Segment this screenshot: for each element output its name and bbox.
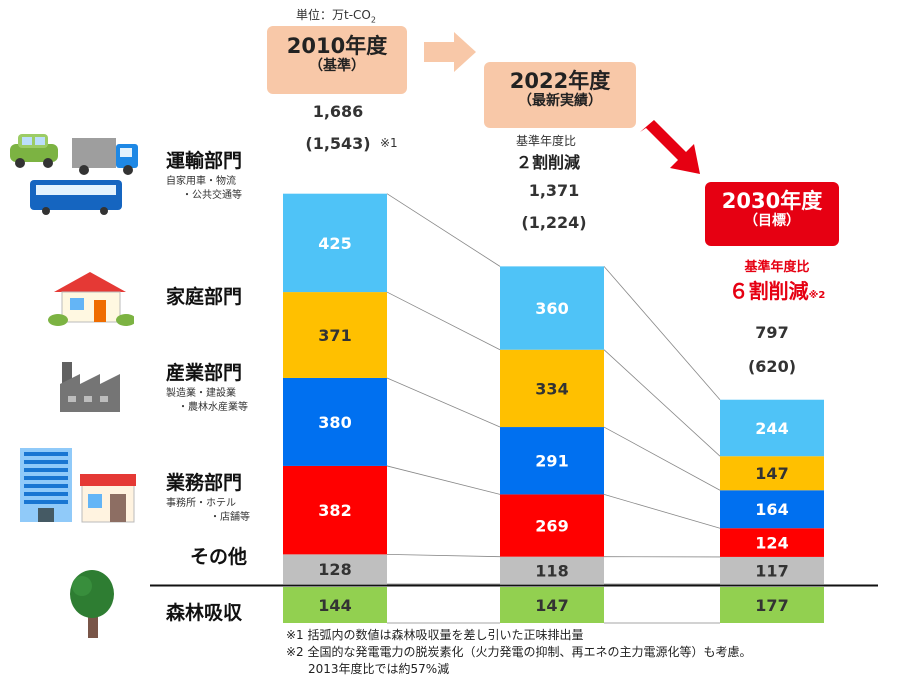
connector-line	[386, 193, 501, 267]
bar-label-5-1: 118	[535, 561, 568, 580]
total-2010-gross: 1,686	[312, 102, 364, 121]
bar-4-0	[283, 465, 387, 555]
bar-label-1-0: 425	[318, 234, 351, 253]
connector-line	[386, 465, 501, 495]
sector-other-label: その他	[190, 546, 248, 568]
bar-label-2-0: 371	[318, 326, 351, 345]
sector-industry-sub2: ・農林水産業等	[178, 401, 248, 413]
connector-line	[386, 553, 501, 558]
note-2: ※2 全国的な発電電力の脱炭素化（火力発電の抑制、再エネの主力電源化等）も考慮。	[286, 645, 752, 659]
arrow-down-right-icon	[640, 120, 700, 174]
bar-label-3-1: 291	[535, 452, 568, 471]
sector-business-sub2: ・店舗等	[210, 511, 250, 523]
sector-industry-label: 産業部門	[166, 362, 243, 384]
total-2022-gross: 1,371	[528, 181, 580, 200]
reduction-2022-line2: ２割削減	[516, 153, 581, 172]
header-2022: 2022年度 （最新実績）	[484, 62, 636, 128]
reduction-2030: 基準年度比 ６割削減※2	[712, 256, 842, 304]
sector-business-label: 業務部門	[166, 472, 243, 494]
connector-line	[603, 426, 721, 491]
sector-transport-sub2: ・公共交通等	[182, 189, 242, 201]
unit-label: 単位：万t-CO2	[296, 8, 376, 25]
bar-3-0	[283, 377, 387, 466]
reduction-2022-line1: 基準年度比	[516, 134, 577, 148]
factory-icon	[60, 362, 120, 412]
note-1: ※1 括弧内の数値は森林吸収量を差し引いた正味排出量	[286, 628, 584, 642]
total-2022-net: (1,224)	[521, 213, 587, 232]
header-2010: 2010年度 （基準）	[267, 26, 407, 94]
bar-3-2	[720, 490, 824, 529]
header-2010-title: 2010年度	[286, 34, 388, 58]
reduction-2022: 基準年度比 ２割削減	[516, 132, 616, 173]
sector-forest-label: 森林吸収	[166, 602, 243, 624]
connector-line	[603, 494, 721, 529]
bar-label-forest-0: 144	[318, 596, 351, 615]
bar-forest-0	[283, 587, 387, 623]
total-2030-net: (620)	[747, 357, 797, 376]
total-2010-net: (1,543)	[305, 134, 371, 153]
header-2022-sub: （最新実績）	[518, 93, 602, 110]
bar-label-3-2: 164	[755, 500, 788, 519]
bar-label-2-1: 334	[535, 379, 568, 398]
bar-label-1-1: 360	[535, 299, 568, 318]
header-2030-sub: （目標）	[744, 213, 800, 230]
sector-transport-sub1: 自家用車・物流	[166, 176, 236, 187]
bar-label-2-2: 147	[755, 464, 788, 483]
arrow-right-icon	[424, 32, 476, 72]
bar-label-4-2: 124	[755, 534, 788, 553]
connector-line	[603, 349, 721, 457]
bar-label-forest-1: 147	[535, 596, 568, 615]
sector-industry: 産業部門 製造業・建設業 ・農林水産業等	[166, 358, 248, 414]
note-3: 2013年度比では約57%減	[308, 662, 450, 676]
sector-business: 業務部門 事務所・ホテル ・店舗等	[166, 468, 250, 524]
header-2030: 2030年度 （目標）	[705, 182, 839, 246]
office-building-icon	[20, 448, 136, 523]
bar-4-1	[500, 494, 604, 557]
bar-2-2	[720, 456, 824, 491]
sector-industry-sub1: 製造業・建設業	[166, 388, 236, 399]
bar-label-5-0: 128	[318, 560, 351, 579]
bar-forest-1	[500, 587, 604, 623]
bar-1-2	[720, 399, 824, 457]
sector-transport-label: 運輸部門	[166, 150, 243, 172]
sector-household-label: 家庭部門	[166, 286, 243, 308]
bar-3-1	[500, 427, 604, 495]
bar-4-2	[720, 528, 824, 557]
connector-line	[603, 266, 721, 400]
bar-5-2	[720, 556, 824, 584]
bar-5-1	[500, 556, 604, 584]
total-2010-mark: ※1	[380, 136, 398, 150]
bar-1-0	[283, 193, 387, 293]
total-2030-gross: 797	[755, 323, 789, 342]
sector-transport: 運輸部門 自家用車・物流 ・公共交通等	[166, 146, 242, 202]
bar-label-3-0: 380	[318, 413, 351, 432]
bar-2-1	[500, 349, 604, 428]
connector-line	[386, 291, 501, 351]
reduction-2030-line1: 基準年度比	[744, 260, 810, 275]
bar-5-0	[283, 554, 387, 584]
bar-label-1-2: 244	[755, 419, 788, 438]
header-2030-title: 2030年度	[721, 189, 823, 213]
reduction-2030-line2: ６割削減※2	[728, 279, 826, 303]
house-icon	[48, 272, 134, 326]
cars-icon	[10, 134, 138, 215]
sector-business-sub1: 事務所・ホテル	[166, 498, 236, 509]
bar-label-4-1: 269	[535, 517, 568, 536]
bar-1-1	[500, 266, 604, 350]
bar-label-5-2: 117	[755, 561, 788, 580]
tree-icon	[70, 570, 114, 638]
header-2022-title: 2022年度	[509, 69, 611, 93]
bar-2-0	[283, 292, 387, 378]
bar-forest-2	[720, 587, 824, 623]
header-2010-sub: （基準）	[309, 58, 365, 75]
bar-label-4-0: 382	[318, 501, 351, 520]
connector-line	[386, 377, 501, 428]
bar-label-forest-2: 177	[755, 596, 788, 615]
